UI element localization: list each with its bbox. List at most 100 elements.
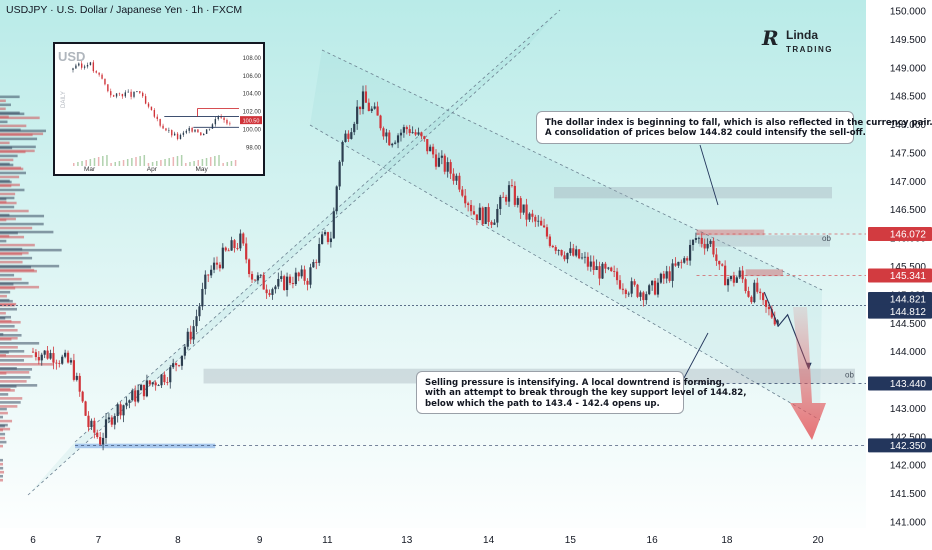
volume-profile-bar — [0, 154, 18, 158]
candle-body — [107, 417, 111, 420]
volume-profile-bar — [0, 226, 33, 230]
volume-profile-bar — [0, 247, 23, 251]
inset-candle-body — [101, 74, 103, 79]
candle-body — [81, 391, 84, 402]
inset-candle-body — [124, 92, 126, 97]
candle-body — [642, 292, 645, 301]
candle-body — [236, 248, 239, 249]
inset-volume-bar — [110, 163, 112, 166]
candle-body — [212, 262, 216, 270]
channel-line — [74, 9, 561, 443]
volume-profile-bar — [0, 384, 38, 387]
candle-body — [478, 207, 481, 221]
time-axis[interactable] — [0, 528, 866, 550]
candle-body — [373, 106, 376, 109]
candle-body — [367, 102, 370, 111]
candle-body — [563, 255, 566, 260]
candle-body — [645, 294, 648, 301]
candle-body — [242, 233, 245, 244]
inset-month-label: Apr — [147, 166, 158, 173]
volume-profile-bar — [0, 239, 7, 243]
volume-profile-bar — [0, 205, 15, 209]
volume-profile-bar — [0, 217, 16, 221]
volume-profile-bar — [0, 145, 36, 149]
candle-body — [694, 238, 698, 240]
candle-body — [169, 367, 172, 383]
inset-volume-bar — [114, 162, 116, 166]
candle-body — [347, 133, 350, 139]
volume-profile-bar — [0, 353, 6, 357]
candle-body — [350, 132, 353, 139]
volume-profile-bar — [0, 158, 14, 162]
inset-candle-body — [182, 132, 185, 135]
candle-body — [99, 437, 102, 445]
candle-body — [469, 204, 473, 212]
volume-profile-bar — [0, 234, 10, 238]
price-tick-label: 150.000 — [890, 7, 927, 18]
usd-index-inset: USD DAILY 108.00 106.00 104.00 102.00 100.00 98… — [53, 42, 265, 176]
price-tick-label: 147.000 — [890, 177, 927, 188]
volume-profile-bar — [0, 99, 6, 103]
candle-body — [93, 420, 96, 433]
candle-body — [446, 162, 449, 172]
price-tick-label: 147.500 — [890, 148, 927, 159]
candle-body — [174, 363, 178, 366]
candle-body — [163, 374, 166, 383]
inset-candle-body — [217, 116, 219, 120]
candle-body — [764, 300, 768, 307]
candle-body — [119, 404, 122, 416]
volume-profile-bar — [0, 111, 20, 115]
volume-profile-bar — [0, 183, 20, 187]
low-zone — [75, 443, 216, 449]
candle-body — [525, 204, 528, 220]
volume-profile-bar — [0, 367, 17, 370]
candle-body — [443, 155, 446, 172]
price-badge-label: 142.350 — [890, 441, 927, 452]
inset-candle-body — [203, 133, 205, 136]
candle-body — [472, 211, 476, 215]
candle-body — [338, 161, 341, 187]
volume-profile-bar — [0, 201, 17, 205]
candle-body — [364, 91, 368, 103]
price-badge-label: 144.812 — [890, 307, 927, 318]
inset-volume-bar — [205, 158, 208, 166]
candle-body — [40, 354, 43, 361]
candle-body — [417, 132, 420, 135]
inset-volume-bar — [122, 160, 125, 166]
candle-body — [280, 276, 283, 279]
candle-body — [578, 249, 581, 259]
volume-profile-bar — [0, 336, 18, 340]
volume-profile-bar — [0, 332, 4, 336]
candle-body — [248, 259, 251, 275]
volume-profile-bar — [0, 324, 15, 328]
candle-body — [656, 282, 660, 295]
inset-candle-body — [92, 62, 95, 72]
candle-body — [659, 273, 662, 283]
candle-body — [534, 216, 537, 222]
candle-body — [218, 264, 222, 269]
price-tick-label: 148.500 — [890, 92, 927, 103]
candle-body — [201, 288, 204, 307]
volume-profile-bar — [0, 95, 20, 99]
volume-profile-bar — [0, 213, 10, 217]
candle-body — [230, 240, 233, 251]
volume-profile-bar — [0, 273, 15, 277]
inset-volume-bar — [156, 161, 158, 166]
candle-body — [572, 248, 575, 256]
candle-body — [394, 142, 397, 144]
candle-body — [601, 263, 604, 279]
candle-body — [110, 417, 113, 425]
candle-body — [548, 236, 552, 246]
candle-body — [101, 437, 105, 445]
volume-profile-bar — [0, 401, 21, 404]
annotation-pointer — [683, 332, 709, 379]
inset-candle-body — [211, 124, 214, 129]
candle-body — [52, 353, 55, 363]
candle-body — [490, 221, 493, 225]
candle-body — [496, 208, 499, 223]
volume-profile-bar — [0, 268, 35, 272]
candle-body — [732, 276, 735, 283]
candle-body — [668, 271, 671, 281]
annotation-line: with an attempt to break through the key… — [425, 388, 747, 399]
